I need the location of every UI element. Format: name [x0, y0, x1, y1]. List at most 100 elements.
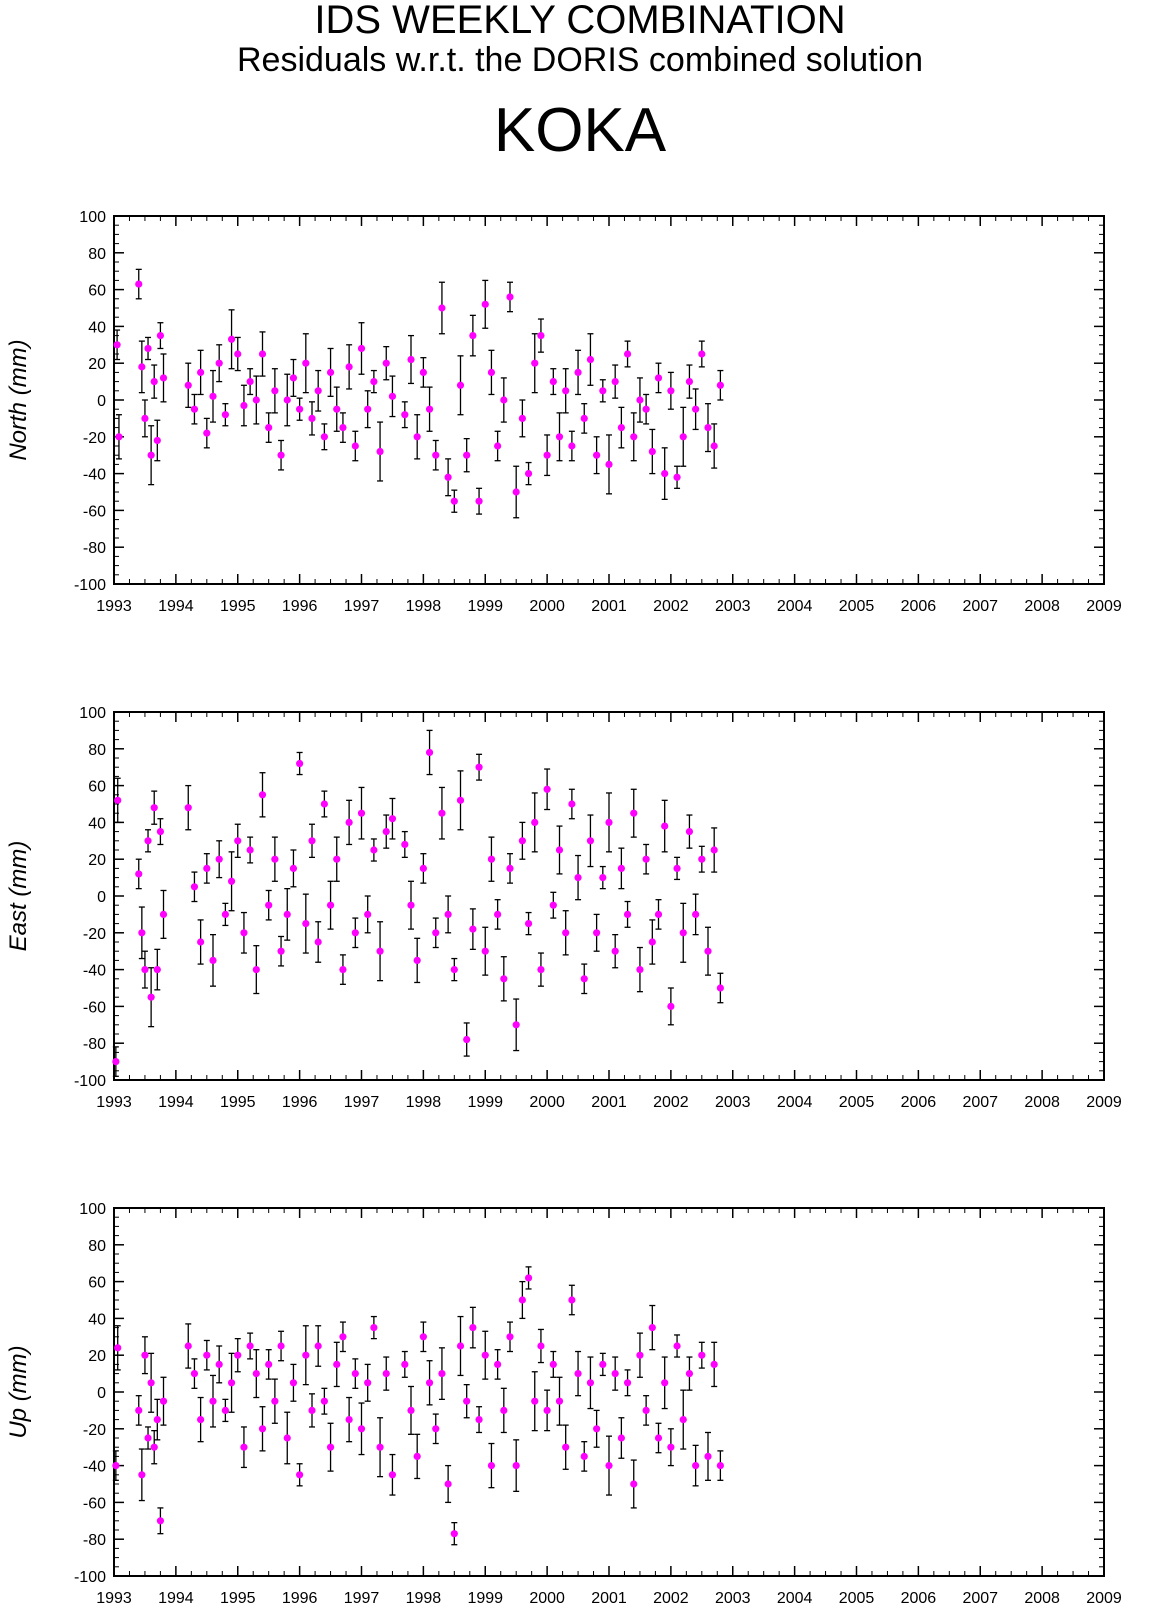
data-point: [444, 1480, 452, 1488]
x-tick-label: 1993: [96, 1094, 132, 1111]
x-tick-label: 1994: [158, 1094, 194, 1111]
data-point: [370, 378, 378, 386]
data-point: [642, 405, 650, 413]
data-point: [667, 1002, 675, 1011]
data-point: [153, 436, 161, 445]
data-point: [438, 1370, 446, 1378]
data-point: [698, 350, 706, 358]
data-point: [456, 1342, 465, 1350]
data-point: [376, 1443, 384, 1451]
data-point: [562, 1443, 570, 1451]
data-point: [113, 341, 121, 349]
data-point: [593, 929, 601, 937]
data-point: [463, 451, 471, 459]
x-tick-label: 1996: [282, 1094, 318, 1111]
data-point: [320, 800, 328, 808]
data-point: [326, 368, 335, 376]
data-point: [549, 901, 557, 909]
data-point: [308, 414, 316, 422]
x-tick-label: 2001: [591, 1590, 627, 1607]
x-tick-label: 2002: [653, 1590, 689, 1607]
y-axis-label: North (mm): [5, 339, 32, 460]
x-tick-label: 2009: [1086, 1590, 1122, 1607]
plot-frame: [113, 1207, 1105, 1577]
data-point: [401, 1360, 409, 1368]
y-tick-label: 0: [97, 1385, 106, 1402]
data-point: [388, 1471, 397, 1479]
data-point: [432, 1425, 440, 1433]
data-point: [370, 846, 378, 854]
data-point: [599, 1360, 607, 1368]
data-point: [240, 1443, 248, 1451]
data-point: [388, 815, 397, 823]
data-point: [357, 1425, 366, 1433]
data-point: [215, 359, 223, 367]
data-point: [289, 374, 298, 382]
data-point: [667, 387, 675, 395]
data-point: [574, 874, 582, 882]
data-point: [382, 828, 390, 836]
x-tick-label: 2006: [901, 1094, 937, 1111]
x-tick-label: 2006: [901, 598, 937, 615]
data-point: [156, 332, 165, 340]
data-point: [574, 368, 582, 376]
x-tick-label: 1998: [406, 1094, 442, 1111]
data-point: [314, 387, 322, 395]
data-point: [642, 855, 650, 863]
data-point: [283, 396, 291, 404]
y-tick-label: 100: [79, 1201, 106, 1218]
data-point: [190, 405, 199, 413]
data-point: [150, 804, 158, 812]
data-point: [531, 818, 539, 827]
data-point: [333, 855, 341, 863]
data-point: [345, 363, 353, 371]
data-point: [630, 1480, 638, 1488]
data-point: [215, 1360, 223, 1368]
y-axis-label: East (mm): [5, 841, 32, 952]
y-tick-label: -100: [74, 1073, 106, 1090]
data-point: [221, 1406, 229, 1414]
data-point: [555, 1397, 564, 1405]
data-point: [648, 447, 656, 456]
x-tick-label: 2002: [653, 598, 689, 615]
data-point: [555, 846, 564, 854]
data-point: [531, 1397, 539, 1405]
data-point: [382, 359, 390, 367]
data-point: [320, 433, 328, 441]
data-point: [518, 837, 526, 845]
y-tick-label: 40: [88, 319, 106, 336]
data-point: [518, 414, 526, 422]
data-point: [153, 1416, 161, 1424]
data-point: [246, 1342, 254, 1350]
data-point: [209, 1397, 217, 1405]
data-point: [661, 822, 669, 830]
data-point: [623, 1379, 632, 1387]
data-point: [197, 938, 205, 946]
data-point: [494, 442, 502, 450]
data-point: [156, 828, 165, 836]
data-point: [630, 433, 638, 441]
data-point: [549, 1360, 557, 1368]
data-point: [147, 993, 155, 1001]
data-point: [673, 1342, 681, 1350]
data-point: [487, 368, 496, 376]
data-point: [617, 864, 625, 873]
data-point: [388, 392, 397, 400]
data-point: [648, 938, 656, 946]
x-tick-label: 2003: [715, 1590, 751, 1607]
data-point: [512, 1021, 520, 1029]
x-tick-label: 1995: [220, 598, 256, 615]
data-point: [357, 809, 366, 817]
data-point: [258, 791, 267, 799]
data-point: [716, 984, 724, 992]
data-point: [456, 796, 465, 804]
data-point: [413, 433, 421, 441]
data-point: [574, 1370, 582, 1378]
data-point: [555, 433, 564, 441]
data-point: [115, 433, 123, 441]
x-tick-label: 2006: [901, 1590, 937, 1607]
data-point: [135, 1406, 143, 1414]
data-point: [425, 405, 434, 413]
data-point: [636, 396, 644, 404]
data-point: [221, 910, 229, 919]
